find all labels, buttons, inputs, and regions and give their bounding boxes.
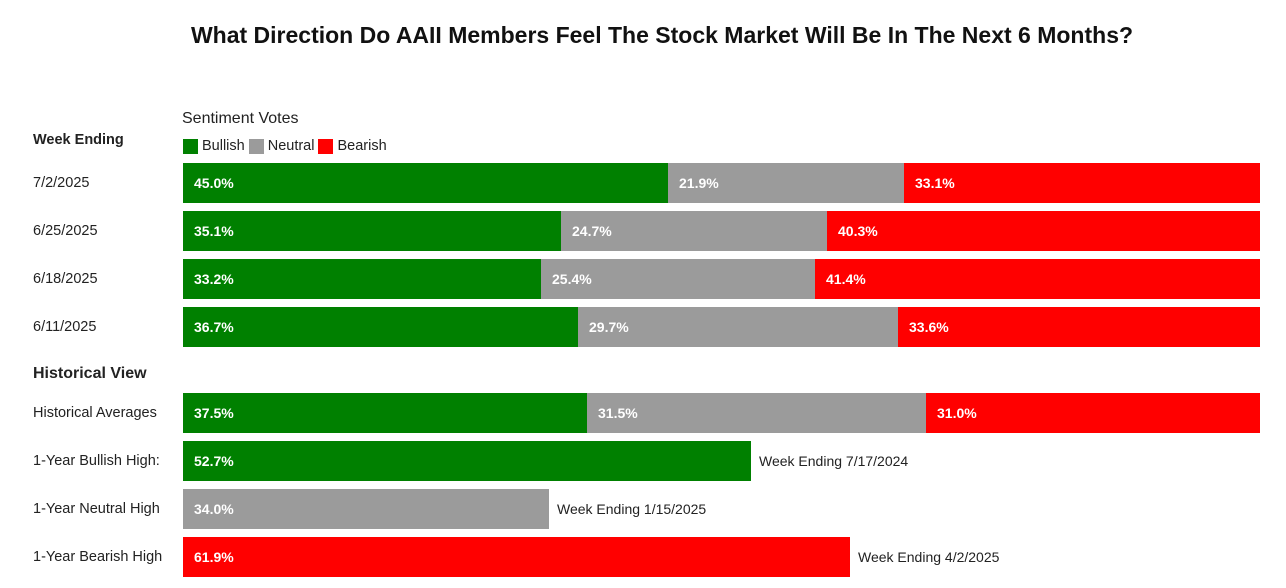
week-row-2-bearish-segment: 40.3%	[827, 211, 1260, 251]
week-row-4-neutral-segment: 29.7%	[578, 307, 898, 347]
high-row-bullish-label: 1-Year Bullish High:	[33, 453, 160, 469]
high-row-bearish-note: Week Ending 4/2/2025	[858, 549, 1000, 565]
high-row-neutral-label: 1-Year Neutral High	[33, 501, 160, 517]
high-row-bearish-label: 1-Year Bearish High	[33, 549, 163, 565]
week-row-1-label: 7/2/2025	[33, 175, 90, 191]
legend-label-bullish: Bullish	[202, 138, 245, 154]
week-row-4-label: 6/11/2025	[33, 319, 97, 335]
high-row-neutral-bar: 34.0% Week Ending 1/15/2025	[183, 489, 1260, 529]
historical-averages-row-neutral-segment: 31.5%	[587, 393, 926, 433]
week-row-3-neutral-segment: 25.4%	[541, 259, 815, 299]
week-row-1-bearish-segment: 33.1%	[904, 163, 1260, 203]
legend-swatch-bearish	[318, 138, 334, 154]
week-row-2-label: 6/25/2025	[33, 223, 98, 239]
week-row-4-bearish-segment: 33.6%	[898, 307, 1260, 347]
week-row-4-bar: 36.7% 29.7% 33.6%	[183, 307, 1260, 347]
historical-averages-row-bar: 37.5% 31.5% 31.0%	[183, 393, 1260, 433]
legend-item-bullish: Bullish	[183, 138, 245, 154]
week-ending-header: Week Ending	[33, 132, 124, 148]
week-row-2-bar: 35.1% 24.7% 40.3%	[183, 211, 1260, 251]
week-row-3-label: 6/18/2025	[33, 271, 98, 287]
week-row-3-bearish-segment: 41.4%	[815, 259, 1260, 299]
week-row-2-neutral-segment: 24.7%	[561, 211, 827, 251]
week-row-1-bar: 45.0% 21.9% 33.1%	[183, 163, 1260, 203]
legend-item-neutral: Neutral	[248, 138, 315, 154]
legend-title: Sentiment Votes	[182, 110, 299, 127]
legend: Bullish Neutral Bearish	[183, 138, 391, 154]
historical-averages-row-bullish-segment: 37.5%	[183, 393, 587, 433]
high-row-bearish-bar: 61.9% Week Ending 4/2/2025	[183, 537, 1260, 577]
legend-swatch-bullish	[183, 138, 198, 154]
legend-swatch-neutral	[248, 138, 264, 154]
historical-view-header: Historical View	[33, 365, 147, 382]
legend-label-neutral: Neutral	[267, 138, 315, 154]
week-row-4-bullish-segment: 36.7%	[183, 307, 578, 347]
week-row-2-bullish-segment: 35.1%	[183, 211, 561, 251]
legend-label-bearish: Bearish	[337, 138, 387, 154]
historical-averages-row-label: Historical Averages	[33, 405, 157, 421]
high-row-bearish-segment: 61.9%	[183, 537, 850, 577]
historical-averages-row-bearish-segment: 31.0%	[926, 393, 1260, 433]
week-row-3-bullish-segment: 33.2%	[183, 259, 541, 299]
high-row-bullish-bar: 52.7% Week Ending 7/17/2024	[183, 441, 1260, 481]
high-row-bullish-segment: 52.7%	[183, 441, 751, 481]
legend-item-bearish: Bearish	[318, 138, 387, 154]
week-row-1-neutral-segment: 21.9%	[668, 163, 904, 203]
high-row-neutral-note: Week Ending 1/15/2025	[557, 501, 707, 517]
week-row-3-bar: 33.2% 25.4% 41.4%	[183, 259, 1260, 299]
high-row-bullish-note: Week Ending 7/17/2024	[759, 453, 909, 469]
week-row-1-bullish-segment: 45.0%	[183, 163, 668, 203]
high-row-neutral-segment: 34.0%	[183, 489, 549, 529]
chart-title: What Direction Do AAII Members Feel The …	[190, 22, 1134, 48]
